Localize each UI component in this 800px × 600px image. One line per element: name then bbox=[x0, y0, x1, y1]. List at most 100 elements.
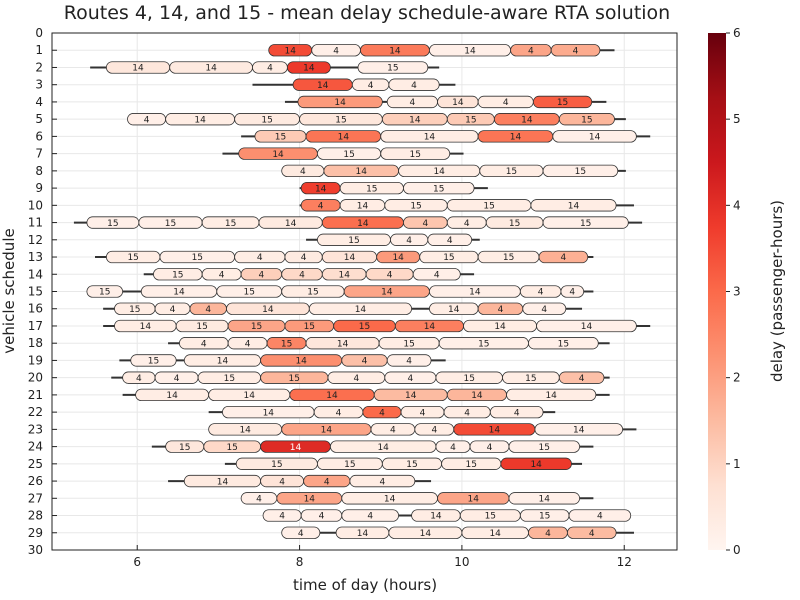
trip-bar bbox=[550, 44, 601, 57]
trip-route-label: 4 bbox=[387, 270, 393, 280]
trip-route-label: 15 bbox=[410, 202, 421, 212]
trip-route-label: 4 bbox=[298, 529, 304, 539]
y-tick-label: 16 bbox=[28, 302, 43, 316]
trip-route-label: 14 bbox=[494, 322, 506, 332]
trip-route-label: 4 bbox=[267, 64, 273, 74]
trip-route-label: 4 bbox=[447, 236, 453, 246]
trip-route-label: 4 bbox=[301, 253, 307, 263]
trip-bar bbox=[349, 474, 416, 488]
colorbar-tick-label: 0 bbox=[733, 543, 741, 557]
trip-route-label: 15 bbox=[580, 219, 591, 229]
trip-route-label: 14 bbox=[338, 133, 350, 143]
trip-route-label: 15 bbox=[244, 288, 255, 298]
trip-route-label: 15 bbox=[443, 253, 454, 263]
trip-route-label: 15 bbox=[465, 115, 476, 125]
trip-route-label: 4 bbox=[336, 408, 342, 418]
trip-route-label: 15 bbox=[509, 219, 520, 229]
trip-route-label: 15 bbox=[224, 374, 235, 384]
trip-route-label: 4 bbox=[545, 529, 551, 539]
trip-route-label: 15 bbox=[192, 253, 203, 263]
trip-route-label: 15 bbox=[387, 64, 398, 74]
trip-route-label: 14 bbox=[469, 288, 481, 298]
trip-bar bbox=[532, 95, 593, 109]
vehicle-row: 4 14 14 15 15 bbox=[281, 164, 626, 178]
trip-bar bbox=[412, 268, 461, 281]
vehicle-row: 15 4 4 bbox=[306, 233, 480, 246]
vehicle-row: 15 15 15 15 14 bbox=[224, 457, 583, 470]
trip-route-label: 14 bbox=[344, 253, 356, 263]
trip-route-label: 15 bbox=[485, 512, 496, 522]
y-tick-label: 17 bbox=[28, 319, 43, 333]
vehicle-row: 15 14 15 15 14 14 4 4 bbox=[86, 285, 594, 298]
trip-bar bbox=[506, 388, 597, 402]
trip-bar bbox=[542, 164, 619, 178]
trip-bar bbox=[403, 181, 475, 195]
y-tick-label: 27 bbox=[28, 491, 43, 505]
vehicle-row: 4 14 15 15 14 bbox=[299, 199, 634, 212]
trip-route-label: 15 bbox=[129, 305, 140, 315]
trip-route-label: 4 bbox=[420, 408, 426, 418]
x-tick-label: 12 bbox=[617, 555, 632, 569]
trip-bar bbox=[286, 61, 331, 74]
trip-bar bbox=[508, 440, 580, 453]
trip-route-label: 4 bbox=[201, 339, 207, 349]
colorbar-tick-label: 5 bbox=[733, 112, 741, 126]
trip-route-label: 4 bbox=[431, 426, 437, 436]
y-axis-label: vehicle schedule bbox=[0, 228, 18, 353]
y-tick-label: 28 bbox=[28, 509, 43, 523]
trip-route-label: 4 bbox=[299, 270, 305, 280]
chart-title: Routes 4, 14, and 15 - mean delay schedu… bbox=[64, 2, 670, 24]
vehicle-row: 15 14 14 14 14 bbox=[241, 130, 651, 143]
trip-route-label: 14 bbox=[568, 202, 580, 212]
trip-route-label: 14 bbox=[384, 495, 396, 505]
trip-route-label: 14 bbox=[521, 115, 533, 125]
trip-route-label: 15 bbox=[226, 443, 237, 453]
trip-route-label: 4 bbox=[464, 219, 470, 229]
trip-route-label: 14 bbox=[262, 305, 274, 315]
trip-route-label: 15 bbox=[366, 184, 377, 194]
trip-route-label: 14 bbox=[545, 391, 557, 401]
trip-route-label: 14 bbox=[389, 46, 401, 56]
trip-route-label: 4 bbox=[379, 408, 385, 418]
trip-route-label: 14 bbox=[132, 64, 144, 74]
trip-route-label: 4 bbox=[170, 305, 176, 315]
y-tick-label: 23 bbox=[28, 422, 43, 436]
y-tick-label: 14 bbox=[28, 267, 43, 281]
y-tick-label: 0 bbox=[35, 26, 43, 40]
trip-route-label: 14 bbox=[424, 322, 436, 332]
trip-route-label: 15 bbox=[478, 339, 489, 349]
trip-bar bbox=[341, 509, 399, 522]
trip-route-label: 14 bbox=[464, 46, 476, 56]
vehicle-row: 14 14 4 14 15 bbox=[90, 61, 440, 74]
trip-bar bbox=[558, 371, 605, 384]
trip-route-label: 15 bbox=[107, 219, 118, 229]
trip-route-label: 4 bbox=[279, 512, 285, 522]
vehicle-row: 14 4 4 4 bbox=[168, 474, 432, 488]
vehicle-row: 14 4 14 14 4 4 bbox=[268, 44, 615, 57]
trip-route-label: 4 bbox=[597, 512, 603, 522]
trip-route-label: 15 bbox=[463, 374, 474, 384]
trip-route-label: 15 bbox=[271, 460, 282, 470]
trip-route-label: 15 bbox=[165, 219, 176, 229]
vehicle-row: 4 4 15 15 4 4 15 15 4 bbox=[111, 371, 610, 384]
trip-route-label: 4 bbox=[407, 374, 413, 384]
trip-route-label: 4 bbox=[318, 202, 324, 212]
trip-bar bbox=[528, 337, 599, 350]
vehicle-row: 15 4 4 14 14 14 4 4 bbox=[103, 302, 583, 315]
trip-route-label: 15 bbox=[304, 322, 315, 332]
vehicle-row: 14 14 14 14 14 14 bbox=[122, 388, 610, 402]
y-tick-label: 4 bbox=[35, 95, 43, 109]
trip-route-label: 4 bbox=[259, 270, 265, 280]
trip-route-label: 15 bbox=[581, 115, 592, 125]
trip-bar bbox=[536, 319, 637, 333]
y-tick-label: 25 bbox=[28, 457, 43, 471]
trip-bar bbox=[508, 492, 580, 505]
colorbar-tick-label: 3 bbox=[733, 285, 741, 299]
trip-route-label: 4 bbox=[406, 236, 412, 246]
trip-route-label: 15 bbox=[558, 339, 569, 349]
trip-route-label: 14 bbox=[140, 322, 152, 332]
vehicle-row: 4 4 15 14 15 15 15 bbox=[168, 337, 610, 349]
trip-route-label: 14 bbox=[173, 288, 185, 298]
trip-route-label: 14 bbox=[285, 219, 297, 229]
